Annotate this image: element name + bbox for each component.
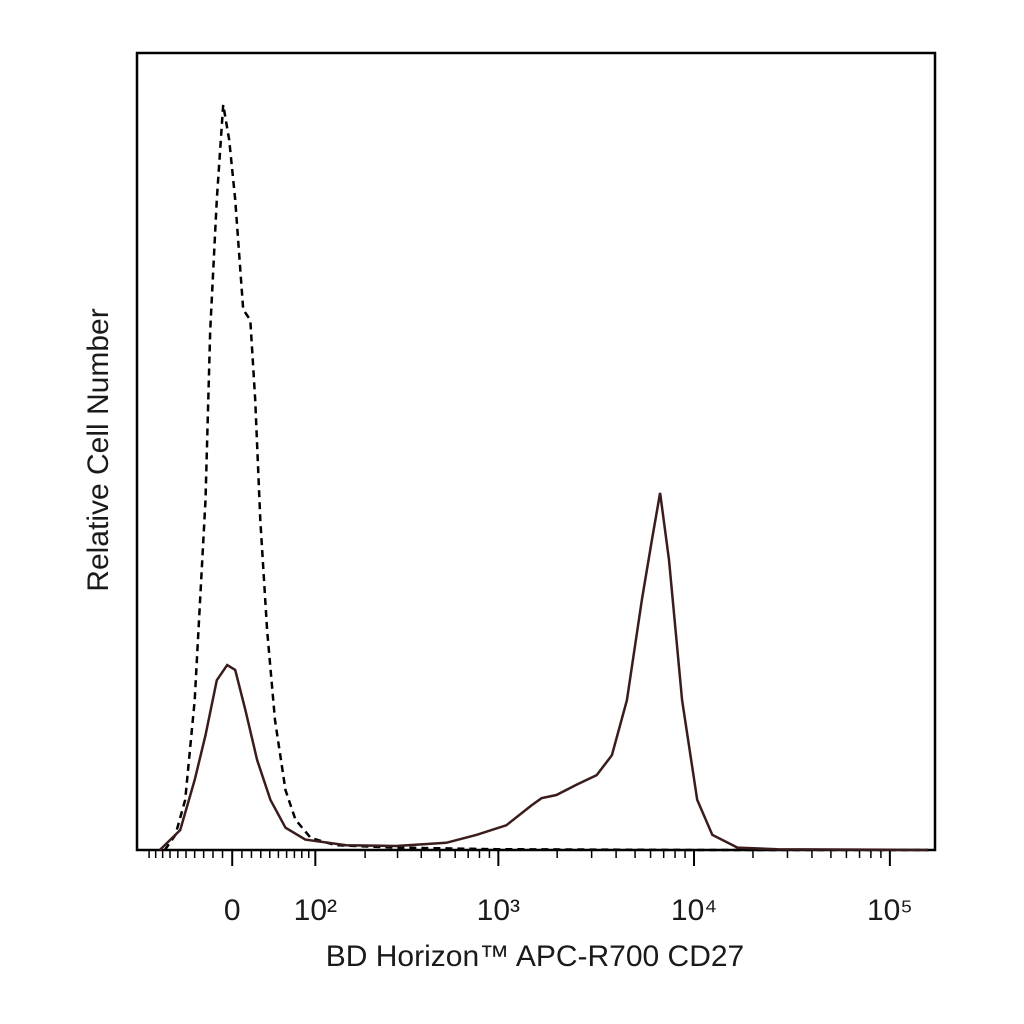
histogram-line <box>158 492 929 852</box>
histogram-line <box>163 104 928 852</box>
x-axis-title: BD Horizon™ APC-R700 CD27 <box>326 940 745 973</box>
x-tick-label: 10⁵ <box>867 894 913 927</box>
x-tick-label: 10⁴ <box>671 894 717 927</box>
y-axis-title: Relative Cell Number <box>82 308 115 591</box>
x-tick-label: 10³ <box>477 894 520 927</box>
x-tick-label: 10² <box>294 894 337 927</box>
plot-frame <box>135 51 937 852</box>
x-tick-label: 0 <box>224 894 241 927</box>
